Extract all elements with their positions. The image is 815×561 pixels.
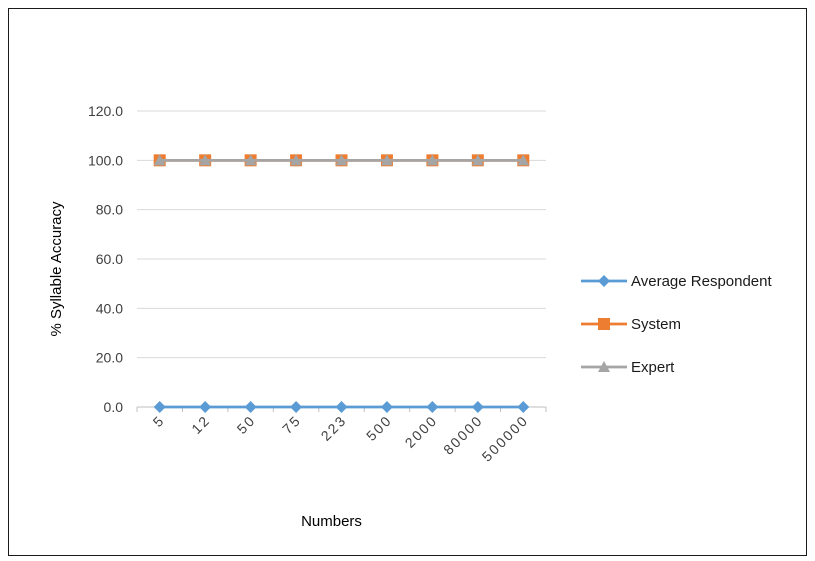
- x-tick-label: 50: [234, 412, 259, 437]
- y-axis-tick-labels: 0.0 20.0 40.0 60.0 80.0 100.0 120.0: [88, 103, 123, 415]
- legend-marker: [598, 318, 610, 330]
- series-2: [153, 154, 530, 166]
- legend-label: Expert: [631, 359, 675, 376]
- data-point: [426, 154, 439, 166]
- gridlines: [137, 110, 546, 359]
- x-tick-label: 500000: [479, 412, 532, 465]
- data-point: [517, 154, 530, 166]
- y-tick-label: 80.0: [96, 202, 123, 218]
- data-point: [244, 154, 257, 166]
- x-tick-label: 5: [150, 412, 168, 430]
- legend-item: Average Respondent: [581, 273, 772, 290]
- data-point: [517, 401, 530, 413]
- y-tick-label: 60.0: [96, 251, 123, 267]
- legend-item: System: [581, 316, 681, 333]
- legend-label: Average Respondent: [631, 273, 772, 290]
- x-axis-title: Numbers: [301, 513, 362, 530]
- data-point: [335, 401, 348, 413]
- data-point: [380, 154, 393, 166]
- x-tick-label: 12: [188, 412, 213, 437]
- x-tick-label: 223: [318, 412, 350, 444]
- legend: Average Respondent System Expert: [581, 273, 772, 376]
- y-tick-label: 120.0: [88, 103, 123, 119]
- y-tick-label: 40.0: [96, 300, 123, 316]
- data-point: [471, 154, 484, 166]
- x-tick-label: 2000: [402, 412, 441, 451]
- chart-frame: 0.0 20.0 40.0 60.0 80.0 100.0 120.0 5 12 50 75 223…: [8, 8, 807, 556]
- x-tick-label: 75: [279, 412, 304, 437]
- series-layer: [153, 154, 530, 413]
- data-point: [471, 401, 484, 413]
- series-0: [153, 401, 530, 413]
- data-point: [335, 154, 348, 166]
- x-tick-label: 80000: [440, 412, 486, 458]
- data-point: [380, 401, 393, 413]
- data-point: [199, 154, 212, 166]
- data-point: [153, 154, 166, 166]
- legend-label: System: [631, 316, 681, 333]
- x-tick-label: 500: [363, 412, 395, 444]
- legend-marker: [598, 275, 610, 287]
- chart: 0.0 20.0 40.0 60.0 80.0 100.0 120.0 5 12 50 75 223…: [48, 103, 772, 530]
- y-tick-label: 20.0: [96, 350, 123, 366]
- data-point: [244, 401, 257, 413]
- data-point: [290, 401, 303, 413]
- y-tick-label: 0.0: [104, 399, 124, 415]
- legend-item: Expert: [581, 359, 675, 376]
- data-point: [426, 401, 439, 413]
- y-axis-title: % Syllable Accuracy: [48, 201, 65, 337]
- data-point: [153, 401, 166, 413]
- data-point: [290, 154, 303, 166]
- legend-marker: [598, 361, 610, 372]
- data-point: [199, 401, 212, 413]
- y-tick-label: 100.0: [88, 152, 123, 168]
